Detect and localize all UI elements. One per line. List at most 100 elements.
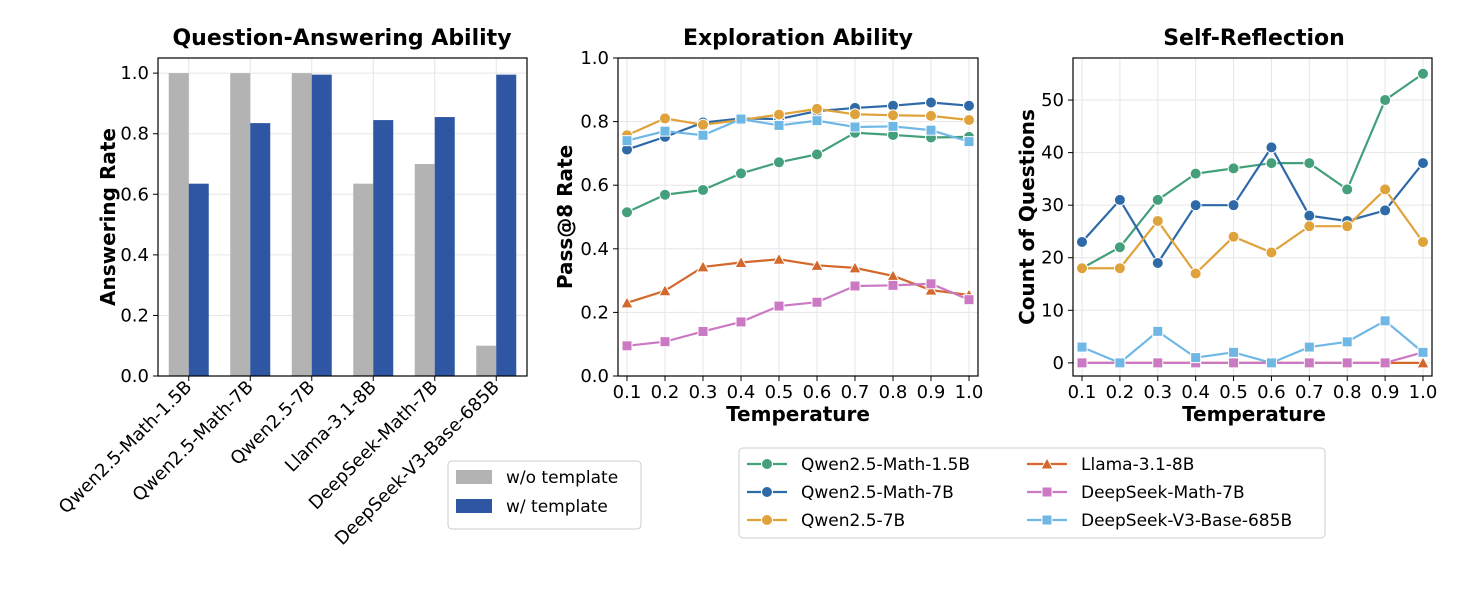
- point-qwen2-5-7b: [849, 108, 861, 121]
- point-qwen2-5-7b: [1227, 230, 1240, 243]
- x-tick-label: 0.3: [1143, 382, 1172, 403]
- line-qwen2-5-7b: [1082, 187, 1424, 276]
- point-deepseek-math-7b: [1303, 357, 1315, 369]
- bar-w-o-template-qwen2-5-math-7b: [230, 73, 251, 377]
- point-deepseek-v3-base-685b: [1114, 357, 1126, 369]
- x-tick-label: Qwen2.5-Math-7B: [129, 377, 258, 506]
- point-qwen2-5-math-7b: [1265, 141, 1278, 154]
- point-llama-3-1-8b: [696, 259, 710, 273]
- point-qwen2-5-7b: [659, 112, 671, 125]
- legend-entry-qwen2-5-math-7b: Qwen2.5-Math-7B: [747, 483, 954, 503]
- line-qwen2-5-math-7b: [626, 101, 970, 151]
- line-qwen2-5-7b: [626, 107, 970, 137]
- x-tick-label: 0.9: [1371, 382, 1400, 403]
- line-qwen2-5-math-1-5b: [626, 131, 970, 214]
- legend-marker: [1041, 486, 1053, 498]
- point-qwen2-5-math-1-5b: [773, 156, 785, 169]
- series-deepseek-v3-base-685b: [621, 113, 975, 148]
- point-qwen2-5-7b: [1113, 262, 1126, 275]
- line-legend: Qwen2.5-Math-1.5B Qwen2.5-Math-7B Qwen2.5-…: [738, 447, 1326, 539]
- line-qwen2-5-math-7b: [1081, 145, 1424, 266]
- point-qwen2-5-math-7b: [1076, 235, 1088, 248]
- x-tick-label: 0.7: [1295, 382, 1324, 403]
- reflection-x-axis-label: Temperature: [1182, 402, 1326, 426]
- point-deepseek-v3-base-685b: [1228, 346, 1240, 358]
- point-qwen2-5-math-1-5b: [1113, 241, 1126, 254]
- legend-marker: [761, 458, 773, 470]
- point-qwen2-5-math-1-5b: [1265, 157, 1278, 170]
- point-deepseek-math-7b: [1152, 357, 1164, 369]
- y-tick-label: 0.8: [580, 112, 609, 133]
- bar-legend-swatch-wo-template: [456, 470, 492, 484]
- point-deepseek-math-7b: [849, 280, 861, 292]
- point-qwen2-5-7b: [963, 114, 975, 127]
- legend-marker: [761, 514, 773, 526]
- x-tick-label: 0.5: [765, 382, 794, 403]
- point-deepseek-v3-base-685b: [1341, 336, 1353, 348]
- point-deepseek-v3-base-685b: [811, 115, 823, 127]
- point-llama-3-1-8b: [848, 260, 862, 274]
- series-qwen2-5-math-1-5b: [621, 126, 975, 219]
- y-tick-label: 0.0: [120, 366, 149, 387]
- series-qwen2-5-7b: [1076, 183, 1429, 280]
- legend-label: Qwen2.5-7B: [801, 511, 905, 531]
- series-llama-3-1-8b: [620, 252, 976, 309]
- point-qwen2-5-math-7b: [925, 96, 937, 109]
- point-deepseek-math-7b: [697, 325, 709, 337]
- y-tick-label: 0.2: [120, 305, 149, 326]
- bar-w-o-template-llama-3-1-8b: [353, 183, 374, 376]
- line-deepseek-v3-base-685b: [1081, 319, 1424, 365]
- point-deepseek-v3-base-685b: [1265, 357, 1277, 369]
- point-llama-3-1-8b: [1416, 355, 1430, 369]
- point-qwen2-5-math-7b: [1417, 157, 1429, 170]
- point-qwen2-5-7b: [1417, 235, 1429, 248]
- y-tick-label: 0.6: [580, 175, 609, 196]
- y-tick-label: 0.6: [120, 184, 149, 205]
- line-plot-frame: [617, 57, 979, 377]
- legend-entry-llama-3-1-8b: Llama-3.1-8B: [1027, 455, 1194, 475]
- point-qwen2-5-math-7b: [1151, 256, 1164, 269]
- bar-w-template-qwen2-5-math-7b: [250, 123, 271, 376]
- point-qwen2-5-math-1-5b: [1303, 157, 1316, 170]
- series-qwen2-5-math-7b: [621, 96, 975, 156]
- y-tick-label: 50: [1041, 90, 1064, 111]
- x-tick-label: 1.0: [955, 382, 984, 403]
- bar-w-o-template-qwen2-5-math-1-5b: [168, 73, 189, 377]
- x-tick-label: 0.8: [879, 382, 908, 403]
- line-deepseek-math-7b: [626, 282, 970, 347]
- point-qwen2-5-7b: [1151, 214, 1164, 227]
- bar-legend: w/o template w/ template: [447, 460, 642, 530]
- point-llama-3-1-8b: [772, 252, 786, 265]
- bar-w-template-qwen2-5-math-1-5b: [188, 183, 209, 376]
- point-qwen2-5-math-7b: [1227, 199, 1240, 212]
- bar-legend-label-wo-template: w/o template: [506, 468, 618, 488]
- y-tick-label: 1.0: [120, 63, 149, 84]
- legend-entry-deepseek-v3-base-685b: DeepSeek-V3-Base-685B: [1027, 511, 1292, 531]
- x-tick-label: 0.2: [651, 382, 680, 403]
- series-qwen2-5-math-1-5b: [1076, 67, 1429, 275]
- bar-w-template-deepseek-math-7b: [434, 117, 455, 377]
- legend-label: Llama-3.1-8B: [1081, 455, 1194, 475]
- x-tick-label: 0.4: [727, 382, 756, 403]
- x-tick-label: 0.7: [841, 382, 870, 403]
- y-tick-label: 20: [1041, 248, 1064, 269]
- point-deepseek-v3-base-685b: [887, 120, 899, 132]
- bar-w-template-qwen2-5-7b: [311, 74, 332, 377]
- x-tick-label: 0.2: [1106, 382, 1135, 403]
- bar-w-o-template-deepseek-v3-base-685b: [476, 345, 497, 376]
- point-deepseek-math-7b: [1076, 357, 1088, 369]
- point-deepseek-v3-base-685b: [621, 135, 633, 147]
- point-qwen2-5-math-1-5b: [697, 183, 709, 196]
- point-deepseek-v3-base-685b: [925, 124, 937, 136]
- y-tick-label: 30: [1041, 195, 1064, 216]
- point-qwen2-5-7b: [1076, 262, 1088, 275]
- x-tick-label: 0.1: [613, 382, 642, 403]
- y-tick-label: 0.2: [580, 302, 609, 323]
- legend-entry-deepseek-math-7b: DeepSeek-Math-7B: [1027, 483, 1245, 503]
- reflection-line-panel: 0 10 20 30 40 50 0.1 0.2 0.3 0.4 0.5 0.6 0.7 0.8 0.9 1.…: [1041, 57, 1437, 403]
- point-deepseek-math-7b: [963, 294, 975, 306]
- y-tick-label: 0: [1053, 353, 1064, 374]
- exploration-panel-title: Exploration Ability: [683, 26, 913, 51]
- point-deepseek-v3-base-685b: [1417, 346, 1429, 358]
